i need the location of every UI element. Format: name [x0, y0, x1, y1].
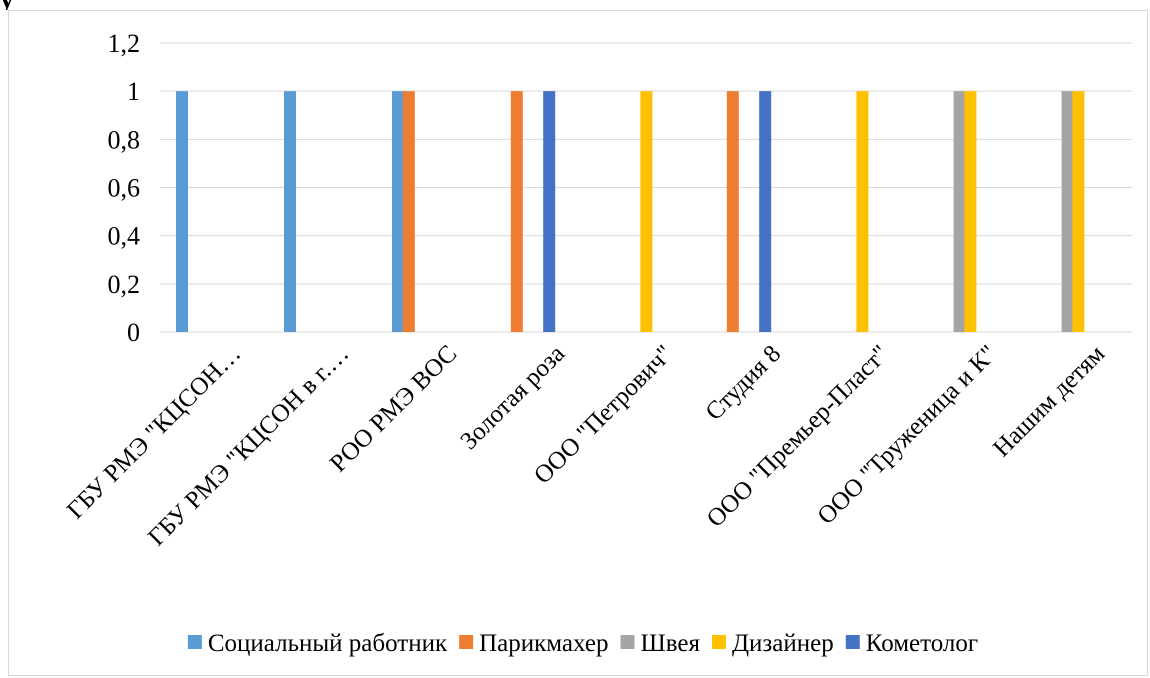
y-tick-label: 0,4: [108, 222, 141, 251]
bar: [284, 91, 296, 333]
legend-label: Кометолог: [866, 630, 978, 657]
x-tick-label: Золотая роза: [455, 340, 570, 455]
legend-label: Дизайнер: [732, 630, 834, 657]
bar: [1072, 91, 1085, 333]
bar: [759, 91, 772, 333]
bar: [543, 91, 556, 333]
bar: [953, 91, 966, 333]
legend-swatch: [187, 635, 202, 649]
bar: [402, 91, 415, 333]
y-tick-label: 0,6: [108, 174, 141, 203]
y-tick-label: 0,2: [108, 270, 141, 299]
bar: [176, 91, 188, 333]
bar: [964, 91, 977, 333]
x-tick-label: ГБУ РМЭ "КЦСОН в г.…: [143, 340, 354, 551]
chart-frame: [8, 10, 1148, 676]
header-text-fragment: у: [0, 0, 14, 10]
x-tick-label: ГБУ РМЭ "КЦСОН…: [62, 340, 246, 524]
x-axis-labels: ГБУ РМЭ "КЦСОН…ГБУ РМЭ "КЦСОН в г.…РОО Р…: [62, 340, 1110, 551]
y-tick-label: 0,8: [108, 125, 141, 154]
legend-swatch: [712, 635, 726, 649]
legend-swatch: [845, 635, 860, 649]
y-tick-label: 1,2: [108, 29, 141, 58]
bar: [1061, 91, 1074, 333]
legend-swatch: [459, 635, 474, 649]
legend-label: Парикмахер: [479, 630, 608, 657]
x-tick-label: ООО "Премьер-Пласт": [702, 340, 895, 533]
legend-label: Социальный работник: [208, 630, 448, 657]
bar: [640, 91, 653, 333]
bars: [176, 91, 1085, 333]
legend: Социальный работник Парикмахер Швея Дизайне…: [187, 630, 978, 657]
bar: [392, 91, 404, 333]
x-tick-label: ООО "Труженица и К": [813, 340, 1003, 530]
legend-label: Швея: [641, 630, 701, 657]
y-tick-label: 0: [127, 318, 140, 347]
bar: [510, 91, 523, 333]
bar: [726, 91, 739, 333]
bar: [856, 91, 869, 333]
x-tick-label: Студия 8: [701, 340, 787, 426]
y-axis-ticks: 0 0,2 0,4 0,6 0,8 1 1,2: [108, 29, 141, 347]
x-tick-label: Нашим детям: [988, 340, 1110, 462]
y-tick-label: 1: [127, 77, 140, 106]
legend-swatch: [620, 635, 635, 649]
